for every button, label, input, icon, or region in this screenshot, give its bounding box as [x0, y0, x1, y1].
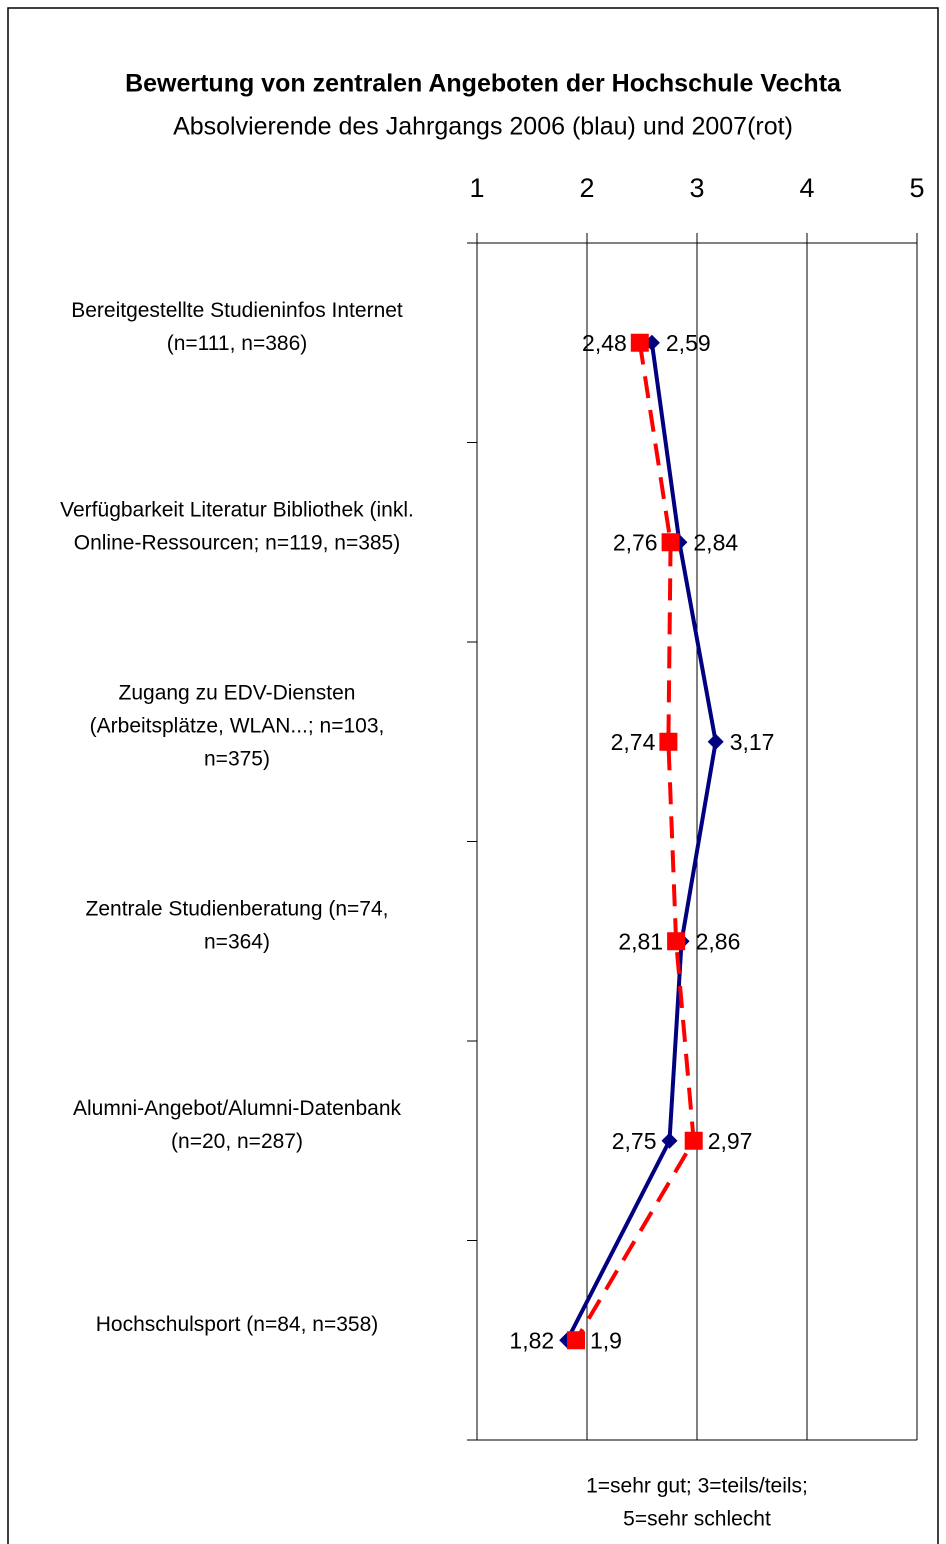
category-label: Zentrale Studienberatung (n=74,	[86, 897, 389, 920]
data-point	[661, 1132, 678, 1149]
data-label: 2,86	[696, 928, 741, 954]
data-label: 2,84	[693, 529, 738, 555]
chart-frame	[7, 7, 939, 1544]
category-label: Bereitgestellte Studieninfos Internet	[71, 299, 403, 322]
x-tick-label: 2	[579, 173, 594, 203]
data-point	[659, 732, 678, 751]
data-point	[684, 1131, 703, 1150]
data-label: 2,97	[708, 1128, 753, 1154]
chart-title: Bewertung von zentralen Angeboten der Ho…	[125, 70, 842, 98]
data-label: 2,74	[611, 729, 656, 755]
data-label: 3,17	[730, 729, 775, 755]
data-label: 2,48	[582, 330, 627, 356]
category-label: Hochschulsport (n=84, n=358)	[96, 1313, 379, 1336]
x-tick-label: 1	[469, 173, 484, 203]
series-line	[574, 342, 696, 1342]
category-label: n=375)	[204, 747, 270, 770]
category-label: (n=20, n=287)	[171, 1130, 303, 1153]
data-label: 1,82	[509, 1327, 554, 1353]
category-label: (n=111, n=386)	[167, 332, 308, 355]
data-point	[567, 1331, 585, 1350]
data-label: 1,9	[590, 1327, 622, 1353]
data-label: 2,81	[618, 928, 663, 954]
x-axis-label: 1=sehr gut; 3=teils/teils;	[586, 1475, 808, 1498]
category-label: Online-Ressourcen; n=119, n=385)	[74, 531, 400, 554]
chart-subtitle: Absolvierende des Jahrgangs 2006 (blau) …	[173, 113, 793, 141]
category-label: Zugang zu EDV-Diensten	[119, 681, 356, 704]
category-label: n=364)	[204, 930, 270, 953]
data-label: 2,75	[612, 1128, 657, 1154]
series-line	[565, 342, 718, 1342]
data-label: 2,76	[613, 529, 658, 555]
x-tick-label: 3	[689, 173, 704, 203]
data-label: 2,59	[666, 330, 711, 356]
x-tick-label: 4	[799, 173, 814, 203]
x-axis-label: 5=sehr schlecht	[623, 1508, 771, 1531]
data-point	[630, 333, 649, 352]
category-label: Verfügbarkeit Literatur Bibliothek (inkl…	[60, 498, 414, 521]
data-point	[667, 932, 686, 951]
data-point	[661, 533, 680, 552]
data-point	[707, 733, 724, 750]
category-label: Alumni-Angebot/Alumni-Datenbank	[73, 1097, 402, 1120]
x-tick-label: 5	[909, 173, 924, 203]
category-label: (Arbeitsplätze, WLAN...; n=103,	[90, 714, 385, 737]
